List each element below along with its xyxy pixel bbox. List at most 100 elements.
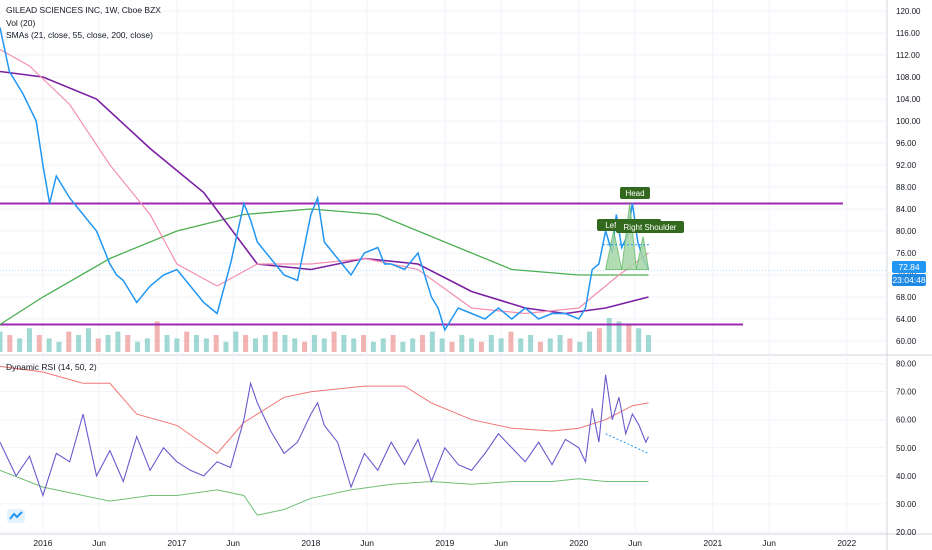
volume-bars xyxy=(0,318,652,352)
volume-bar xyxy=(321,338,327,352)
volume-bar xyxy=(331,331,337,352)
time-tick-label: Jun xyxy=(360,538,374,548)
volume-bar xyxy=(154,321,160,352)
volume-bar xyxy=(429,331,435,352)
volume-bar xyxy=(302,341,308,352)
rsi-line xyxy=(0,374,649,498)
rsi-tick-label: 60.00 xyxy=(896,416,917,425)
volume-bar xyxy=(596,328,602,352)
volume-bar xyxy=(370,341,376,352)
volume-bar xyxy=(380,338,386,352)
price-tick-label: 116.00 xyxy=(896,29,920,38)
right-shoulder-label-text: Right Shoulder xyxy=(624,223,677,232)
time-tick-label: Jun xyxy=(762,538,776,548)
right-shoulder-triangle xyxy=(635,236,650,270)
sma200-line xyxy=(0,208,649,326)
volume-bar xyxy=(135,341,141,352)
volume-bar xyxy=(478,341,484,352)
rsi-upper-band xyxy=(0,365,649,455)
rsi-tick-label: 40.00 xyxy=(896,472,917,481)
price-tick-label: 76.00 xyxy=(896,249,917,258)
countdown-tag: 23:04:48 xyxy=(892,274,926,286)
volume-bar xyxy=(36,335,42,352)
rsi-tick-label: 80.00 xyxy=(896,360,917,369)
rsi-tick-label: 20.00 xyxy=(896,528,917,537)
volume-bar xyxy=(341,335,347,352)
volume-bar xyxy=(459,335,465,352)
volume-bar xyxy=(636,328,642,352)
volume-bar xyxy=(498,338,504,352)
volume-legend: Vol (20) xyxy=(6,18,36,28)
volume-bar xyxy=(223,341,229,352)
volume-bar xyxy=(213,335,219,352)
volume-bar xyxy=(282,335,288,352)
volume-bar xyxy=(194,335,200,352)
volume-bar xyxy=(164,335,170,352)
volume-bar xyxy=(272,331,278,352)
volume-bar xyxy=(420,335,426,352)
last-price-tag: 72.84 xyxy=(892,261,926,273)
time-tick-label: Jun xyxy=(628,538,642,548)
rsi-lower-band xyxy=(0,469,649,516)
volume-bar xyxy=(17,338,23,352)
volume-bar xyxy=(518,338,524,352)
volume-bar xyxy=(115,331,121,352)
volume-bar xyxy=(646,335,652,352)
left-shoulder-triangle xyxy=(604,230,623,270)
price-tick-label: 68.00 xyxy=(896,293,917,302)
price-tick-label: 64.00 xyxy=(896,315,917,324)
volume-bar xyxy=(508,331,514,352)
sma-legend: SMAs (21, close, 55, close, 200, close) xyxy=(6,30,153,40)
volume-bar xyxy=(252,338,258,352)
volume-bar xyxy=(547,338,553,352)
right-shoulder-label: Right Shoulder xyxy=(616,221,684,233)
volume-bar xyxy=(0,331,3,352)
volume-bar xyxy=(203,338,209,352)
price-tick-label: 88.00 xyxy=(896,183,917,192)
volume-bar xyxy=(76,335,82,352)
rsi-tick-label: 70.00 xyxy=(896,388,917,397)
volume-bar xyxy=(587,331,593,352)
price-tick-label: 108.00 xyxy=(896,73,921,82)
axes: 120.00 116.00 112.00 108.00 104.00 100.00 96.0… xyxy=(33,7,921,548)
price-series xyxy=(0,27,887,332)
volume-bar xyxy=(311,335,317,352)
volume-bar xyxy=(105,335,111,352)
sma55-line xyxy=(0,70,649,315)
right-shoulder-label-bg xyxy=(616,221,684,233)
rsi-series xyxy=(0,365,649,516)
head-label-bg xyxy=(620,187,650,199)
time-tick-label: Jun xyxy=(494,538,508,548)
time-tick-label: 2018 xyxy=(301,538,320,548)
volume-bar xyxy=(125,335,131,352)
volume-bar xyxy=(410,338,416,352)
volume-bar xyxy=(95,338,101,352)
price-tick-label: 120.00 xyxy=(896,7,921,16)
price-tick-label: 92.00 xyxy=(896,161,917,170)
volume-bar xyxy=(606,318,612,352)
volume-bar xyxy=(626,324,632,352)
head-label: Head xyxy=(620,187,650,199)
volume-bar xyxy=(262,335,268,352)
time-tick-label: Jun xyxy=(92,538,106,548)
volume-bar xyxy=(85,328,91,352)
rsi-tick-label: 30.00 xyxy=(896,500,917,509)
price-tick-label: 84.00 xyxy=(896,205,917,214)
price-tick-label: 104.00 xyxy=(896,95,921,104)
time-tick-label: 2020 xyxy=(569,538,588,548)
sma21-line xyxy=(0,48,649,315)
volume-bar xyxy=(7,335,13,352)
rsi-divergence-line xyxy=(605,433,649,454)
volume-bar xyxy=(174,338,180,352)
volume-bar xyxy=(351,338,357,352)
volume-bar xyxy=(46,338,52,352)
rsi-tick-label: 50.00 xyxy=(896,444,917,453)
price-tick-label: 60.00 xyxy=(896,337,917,346)
volume-bar xyxy=(56,341,62,352)
time-tick-label: 2022 xyxy=(837,538,856,548)
price-tick-label: 100.00 xyxy=(896,117,921,126)
volume-bar xyxy=(488,335,494,352)
